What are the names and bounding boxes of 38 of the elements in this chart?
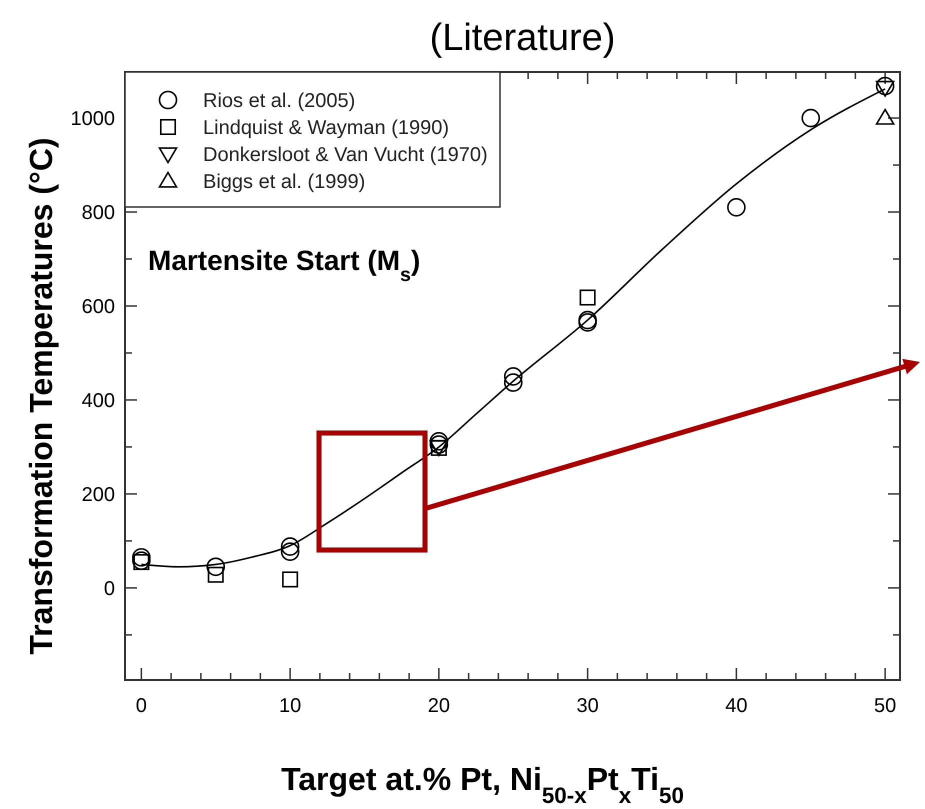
point bbox=[132, 551, 151, 570]
point bbox=[280, 542, 300, 562]
y-tick-label: 200 bbox=[82, 484, 115, 506]
point bbox=[133, 554, 150, 570]
x-tick-label: 20 bbox=[428, 695, 450, 717]
x-axis-title: Target at.% Pt, Ni$_{50-x}$Pt$_{x}$Ti$_{50}$ bbox=[281, 761, 684, 808]
point bbox=[801, 108, 820, 128]
point bbox=[504, 373, 523, 392]
point bbox=[876, 80, 894, 97]
point bbox=[208, 566, 224, 583]
point bbox=[282, 571, 298, 588]
chart-title: (Literature) bbox=[430, 17, 616, 59]
y-tick-label: 0 bbox=[104, 578, 115, 600]
point bbox=[430, 432, 448, 451]
x-tick-label: 50 bbox=[874, 695, 896, 717]
x-tick-label: 10 bbox=[278, 695, 302, 717]
legend-label: Rios et al. (2005) bbox=[203, 90, 356, 112]
point bbox=[132, 548, 151, 567]
legend-label: Donkersloot & Van Vucht (1970) bbox=[203, 144, 488, 166]
y-tick-label: 800 bbox=[82, 202, 115, 224]
point bbox=[504, 367, 523, 386]
point bbox=[876, 108, 894, 125]
y-tick-label: 1000 bbox=[70, 108, 115, 130]
point bbox=[206, 557, 226, 576]
y-tick-label: 600 bbox=[82, 296, 115, 318]
legend-label: Biggs et al. (1999) bbox=[203, 171, 366, 193]
annotation: Martensite Start (M$_{s}$) bbox=[148, 245, 420, 286]
y-axis-title: Transformation Temperatures (°C) bbox=[23, 137, 59, 655]
point bbox=[727, 198, 746, 217]
legend-label: Lindquist & Wayman (1990) bbox=[203, 117, 450, 139]
y-tick-label: 400 bbox=[82, 390, 115, 412]
point bbox=[280, 537, 300, 556]
x-tick-label: 0 bbox=[136, 695, 147, 717]
x-tick-label: 30 bbox=[576, 695, 599, 717]
point bbox=[876, 76, 894, 96]
point bbox=[580, 290, 596, 306]
x-tick-label: 40 bbox=[725, 695, 748, 717]
point bbox=[430, 435, 448, 454]
